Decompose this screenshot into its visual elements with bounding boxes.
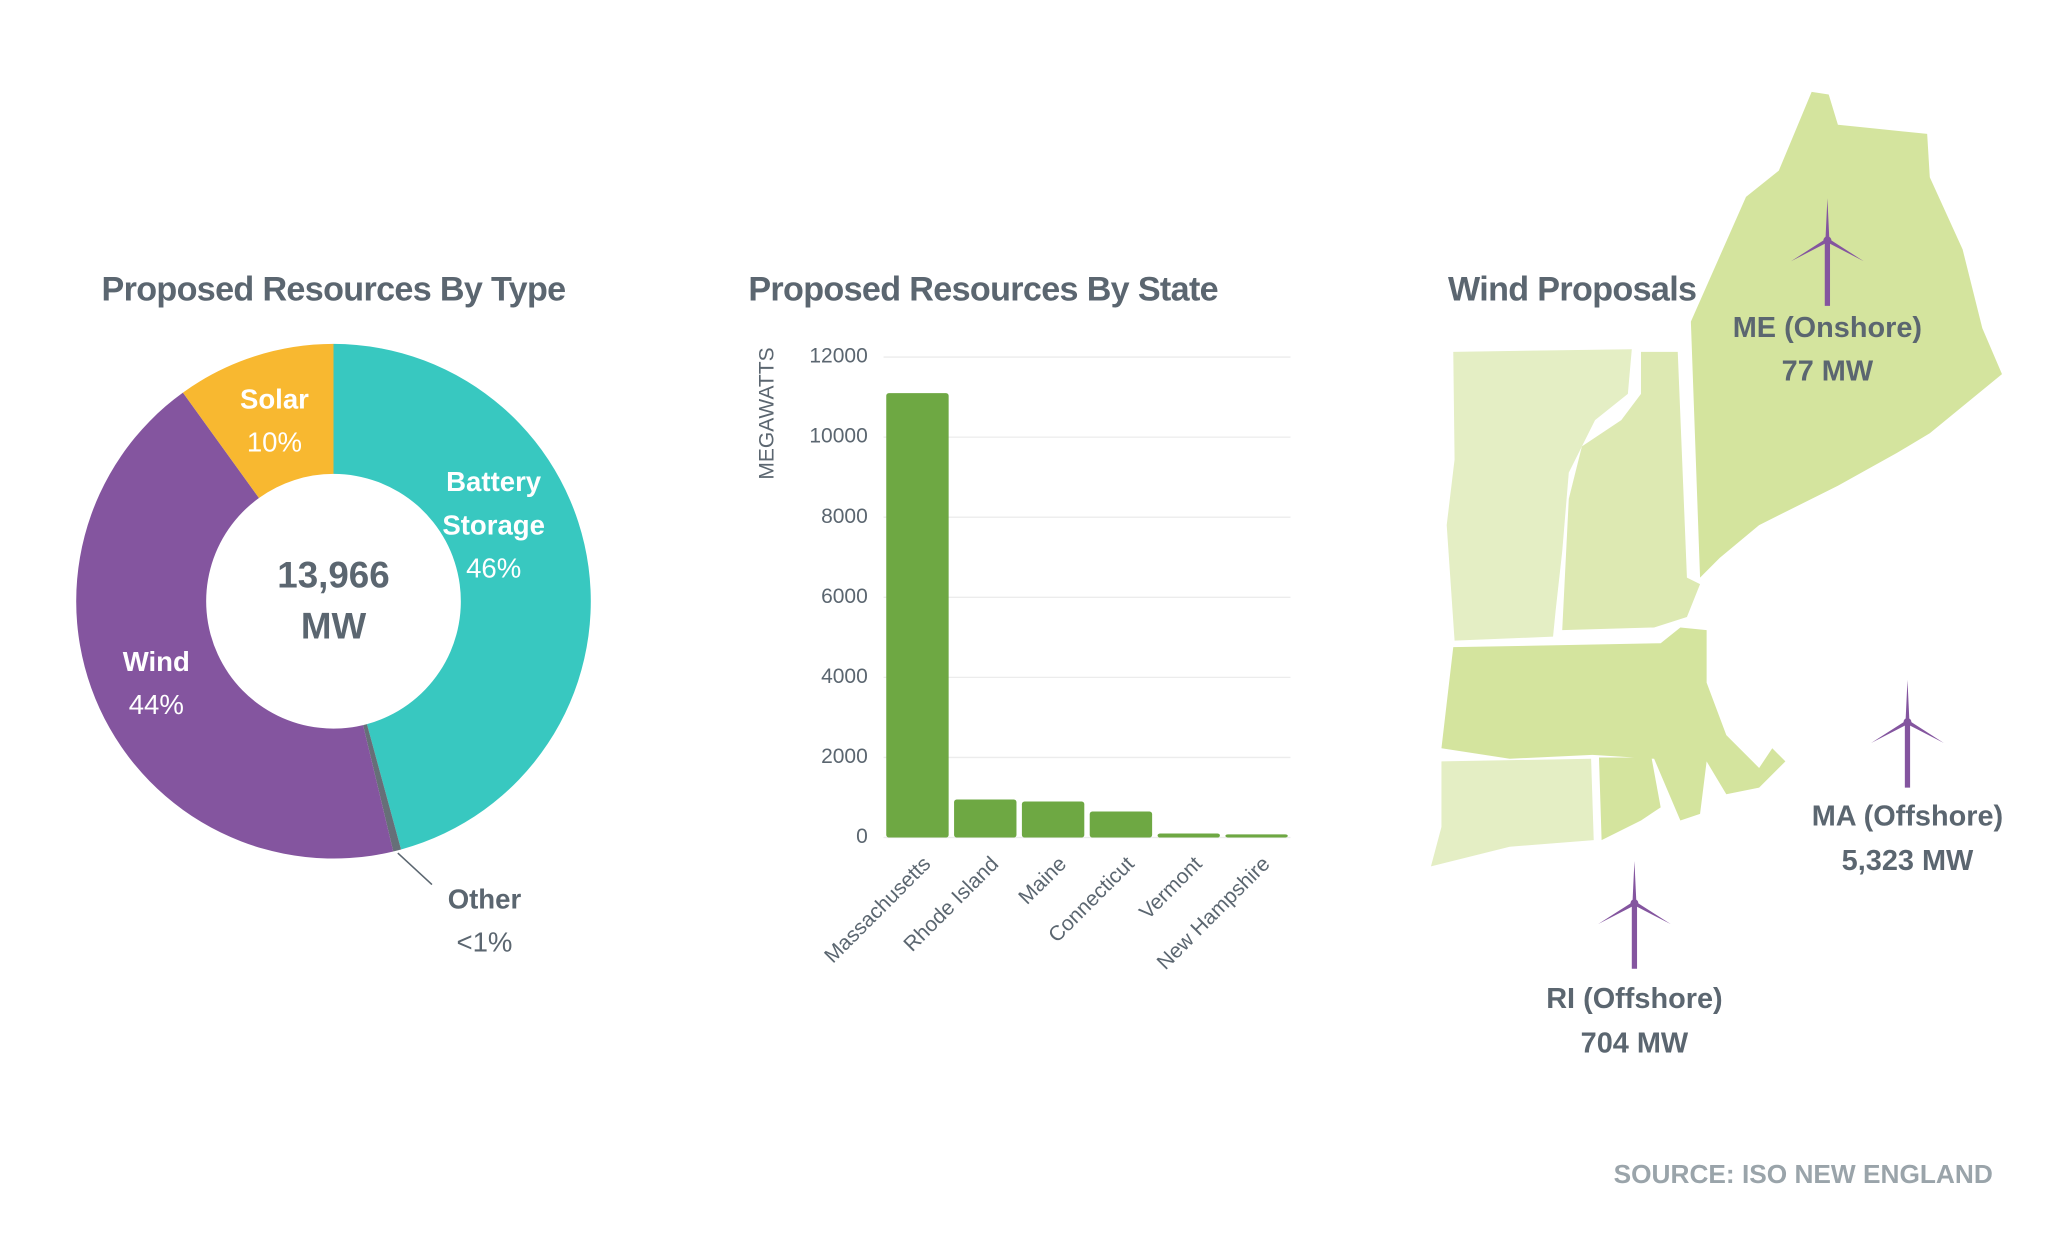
new-hampshire — [1562, 351, 1701, 631]
slice-name: Other — [447, 884, 522, 915]
map-value: 704 MW — [1581, 1028, 1689, 1060]
donut-center-unit: MW — [301, 606, 367, 647]
slice-label-box: Battery Storage 46% — [415, 453, 573, 597]
slice-label: Other <1% — [406, 849, 564, 993]
y-tick-label: 10000 — [809, 425, 867, 448]
slice-label-box: Solar 10% — [209, 349, 340, 493]
chart-title: Proposed Resources By State — [748, 270, 1218, 308]
donut-center-value: 13,966 — [277, 554, 389, 595]
slice-name: Solar — [239, 384, 309, 415]
vermont — [1446, 349, 1632, 641]
slice-label: Solar 10% — [209, 349, 340, 493]
bar — [954, 799, 1017, 838]
slice-label: Wind 44% — [91, 612, 222, 756]
new-england-map — [1430, 91, 2002, 867]
y-tick-label: 8000 — [821, 505, 868, 528]
slice-label-text: Wind 44% — [91, 641, 222, 728]
y-tick-label: 0 — [856, 825, 868, 848]
massachusetts — [1441, 627, 1786, 821]
slice-label-text: Battery Storage 46% — [415, 460, 573, 590]
rhode-island — [1598, 757, 1661, 841]
slice-label-box: Other <1% — [406, 849, 564, 993]
slice-value: <1% — [456, 928, 513, 959]
y-tick-label: 12000 — [809, 345, 867, 368]
x-tick-label: Maine — [1014, 852, 1071, 909]
maine — [1690, 91, 2002, 578]
slice-label-box: Wind 44% — [91, 612, 222, 756]
y-axis-label: MEGAWATTS — [756, 347, 779, 479]
donut-slice — [182, 343, 334, 498]
donut-slice — [76, 392, 394, 859]
slice-label: Battery Storage 46% — [415, 453, 573, 597]
leader-line — [397, 852, 433, 886]
donut-slice — [363, 724, 402, 852]
turbine-icon — [1870, 680, 1945, 788]
map-label: ME (Onshore) — [1733, 312, 1922, 344]
slice-label-text: Solar 10% — [209, 378, 340, 465]
connecticut — [1430, 758, 1594, 867]
map-label: MA (Offshore) — [1812, 800, 2003, 832]
slice-name: Wind — [122, 647, 190, 678]
map-title: Wind Proposals — [1448, 270, 1696, 308]
turbine-icon — [1597, 861, 1672, 969]
y-tick-label: 6000 — [821, 585, 868, 608]
source-note: SOURCE: ISO NEW ENGLAND — [1614, 1159, 1993, 1189]
chart-title: Proposed Resources By Type — [101, 270, 565, 308]
map-value: 5,323 MW — [1842, 845, 1974, 877]
slice-value: 44% — [128, 690, 184, 721]
slice-value: 46% — [466, 553, 522, 584]
donut-slice — [333, 343, 591, 850]
slice-label-text: Other <1% — [406, 878, 564, 965]
slice-name: Battery Storage — [442, 466, 545, 541]
map-value: 77 MW — [1782, 355, 1874, 387]
bar — [1089, 811, 1153, 838]
bar — [886, 393, 949, 838]
y-tick-label: 4000 — [821, 665, 868, 688]
bar — [1225, 834, 1288, 838]
slice-value: 10% — [246, 427, 303, 459]
map-label: RI (Offshore) — [1546, 983, 1722, 1015]
y-tick-label: 2000 — [821, 745, 868, 768]
bar — [1157, 833, 1220, 838]
bar — [1021, 801, 1085, 838]
